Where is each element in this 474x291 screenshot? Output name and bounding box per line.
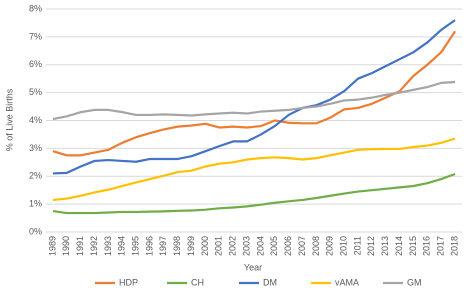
y-tick-label: 3%: [29, 143, 42, 153]
legend-label: GM: [407, 277, 422, 287]
x-tick-label: 2007: [297, 236, 307, 256]
x-tick-label: 2001: [214, 236, 224, 256]
data-line: [52, 19, 456, 175]
x-tick-label: 1990: [61, 236, 71, 256]
y-tick-label: 5%: [29, 87, 42, 97]
legend-label: vAMA: [335, 277, 359, 287]
y-tick-label: 8%: [29, 3, 42, 13]
x-tick-label: 1999: [186, 236, 196, 256]
x-tick-label: 2003: [241, 236, 251, 256]
x-tick-label: 2012: [366, 236, 376, 256]
x-tick-label: 1993: [103, 236, 113, 256]
x-tick-label: 2016: [422, 236, 432, 256]
x-tick-label: 2011: [352, 236, 362, 255]
data-line: [52, 172, 456, 215]
x-tick-label: 2015: [408, 236, 418, 256]
x-tick-label: 1992: [89, 236, 99, 256]
x-tick-label: 2014: [394, 236, 404, 256]
x-tick-label: 2000: [200, 236, 210, 256]
x-tick-label: 2018: [449, 236, 459, 256]
x-tick-label: 1991: [75, 236, 85, 256]
x-tick-label: 2008: [311, 236, 321, 256]
y-tick-label: 4%: [29, 115, 42, 125]
y-tick-label: 7%: [29, 31, 42, 41]
data-line: [52, 137, 456, 202]
x-tick-label: 1989: [47, 236, 57, 256]
x-tick-label: 1998: [172, 236, 182, 256]
legend-label: CH: [191, 277, 204, 287]
data-line: [52, 80, 456, 121]
x-tick-label: 2013: [380, 236, 390, 256]
y-tick-label: 0%: [29, 226, 42, 236]
x-tick-label: 1995: [131, 236, 141, 256]
x-axis-title: Year: [244, 262, 262, 272]
y-tick-label: 6%: [29, 59, 42, 69]
x-tick-label: 2004: [255, 236, 265, 256]
y-tick-label: 1%: [29, 199, 42, 209]
x-tick-label: 2017: [436, 236, 446, 256]
x-tick-label: 2005: [269, 236, 279, 256]
legend-label: HDP: [119, 277, 138, 287]
data-line: [52, 30, 456, 157]
x-tick-label: 2010: [339, 236, 349, 256]
y-tick-label: 2%: [29, 171, 42, 181]
x-tick-label: 2009: [325, 236, 335, 256]
x-tick-label: 1994: [117, 236, 127, 256]
x-tick-label: 1997: [158, 236, 168, 256]
x-tick-label: 2002: [228, 236, 238, 256]
legend-label: DM: [263, 277, 277, 287]
y-axis-title: % of Live Births: [4, 88, 14, 151]
x-tick-label: 2006: [283, 236, 293, 256]
x-tick-label: 1996: [144, 236, 154, 256]
